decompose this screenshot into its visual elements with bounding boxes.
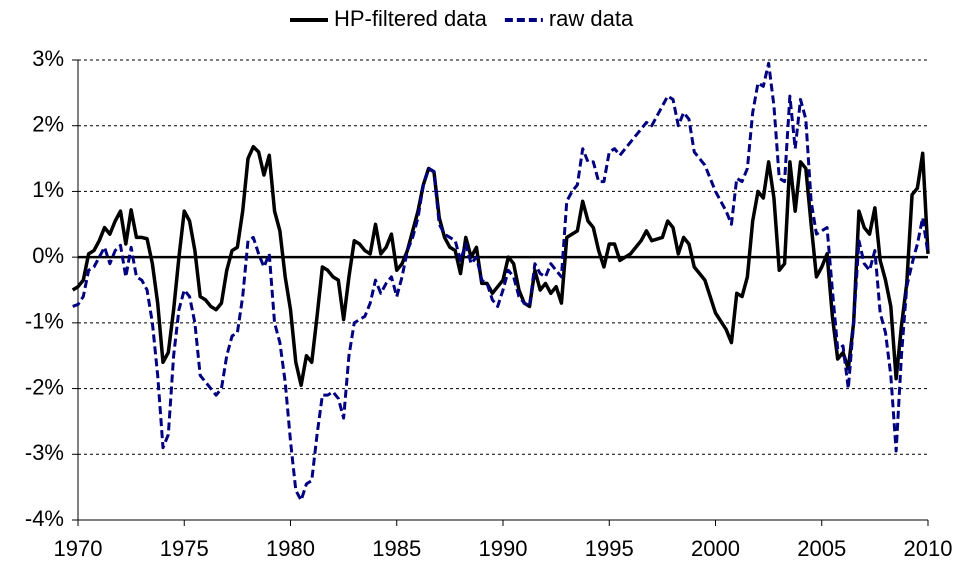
x-tick-label: 2010 <box>904 536 953 561</box>
y-tick-label: 1% <box>32 177 64 202</box>
x-tick-label: 1990 <box>479 536 528 561</box>
y-tick-label: -3% <box>25 440 64 465</box>
legend-label: raw data <box>549 6 634 31</box>
legend-label: HP-filtered data <box>334 6 488 31</box>
x-tick-label: 2000 <box>691 536 740 561</box>
y-tick-label: 0% <box>32 243 64 268</box>
x-tick-label: 1985 <box>372 536 421 561</box>
y-tick-label: -4% <box>25 506 64 531</box>
x-tick-label: 1970 <box>54 536 103 561</box>
x-tick-label: 1980 <box>266 536 315 561</box>
series-line <box>72 61 930 502</box>
y-tick-label: 3% <box>32 46 64 71</box>
x-tick-label: 2005 <box>797 536 846 561</box>
series-line <box>71 144 930 388</box>
y-tick-label: -2% <box>25 374 64 399</box>
x-tick-label: 1995 <box>585 536 634 561</box>
x-tick-label: 1975 <box>160 536 209 561</box>
y-tick-label: 2% <box>32 112 64 137</box>
y-tick-label: -1% <box>25 309 64 334</box>
